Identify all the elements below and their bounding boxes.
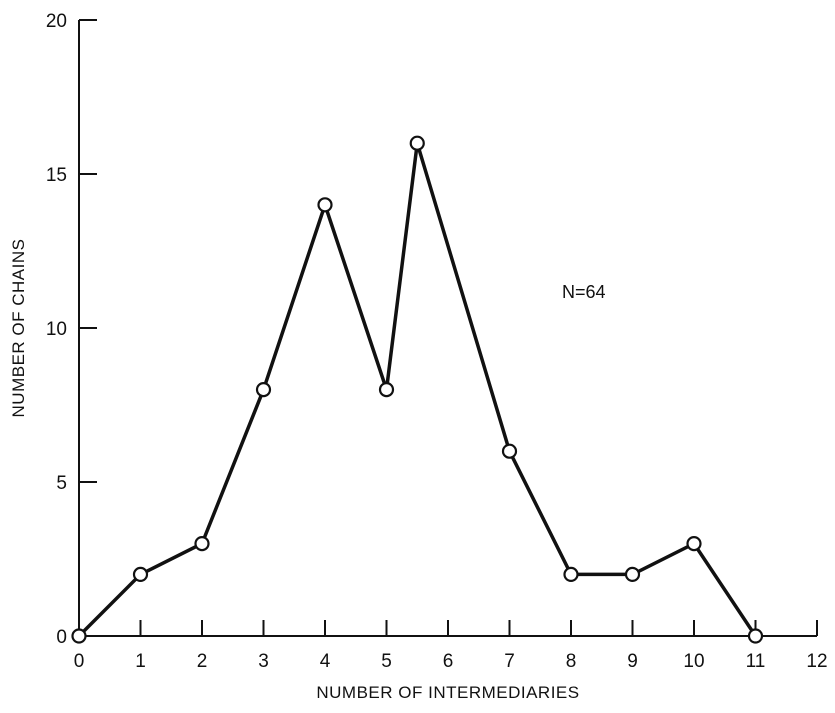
data-point	[624, 566, 641, 583]
x-tick-label: 4	[320, 651, 331, 672]
x-axis-ticks: 0 1 2 3 4 5 6 7 8 9 10 11 12	[74, 620, 828, 672]
x-tick-label: 8	[566, 651, 577, 672]
data-point	[132, 566, 149, 583]
x-tick-label: 7	[504, 651, 515, 672]
y-tick-label: 5	[56, 473, 67, 494]
data-point	[747, 628, 764, 644]
data-point	[71, 628, 87, 644]
y-tick-label: 0	[56, 627, 67, 648]
y-tick-label: 20	[46, 11, 67, 32]
data-point	[501, 443, 518, 459]
data-point	[255, 382, 272, 398]
x-tick-label: 10	[683, 651, 704, 672]
y-axis-label: NUMBER OF CHAINS	[9, 239, 28, 418]
data-point	[378, 382, 395, 398]
x-tick-label: 9	[627, 651, 638, 672]
data-points	[71, 135, 764, 644]
x-tick-label: 0	[74, 651, 85, 672]
data-point	[409, 135, 425, 151]
y-axis-ticks: 0 5 10 15 20	[46, 11, 97, 648]
x-tick-label: 11	[746, 651, 766, 672]
x-tick-label: 12	[806, 651, 827, 672]
data-point	[563, 566, 579, 583]
x-tick-label: 6	[443, 651, 454, 672]
x-tick-label: 1	[135, 651, 146, 672]
sample-size-annotation: N=64	[562, 282, 606, 302]
x-tick-label: 2	[197, 651, 208, 672]
y-tick-label: 15	[46, 165, 67, 186]
data-point	[194, 535, 210, 552]
y-tick-label: 10	[46, 319, 67, 340]
series-line	[77, 142, 757, 638]
data-point	[317, 197, 333, 213]
x-tick-label: 5	[381, 651, 392, 672]
x-tick-label: 3	[258, 651, 269, 672]
data-point	[686, 535, 702, 552]
x-axis-label: NUMBER OF INTERMEDIARIES	[316, 683, 579, 702]
